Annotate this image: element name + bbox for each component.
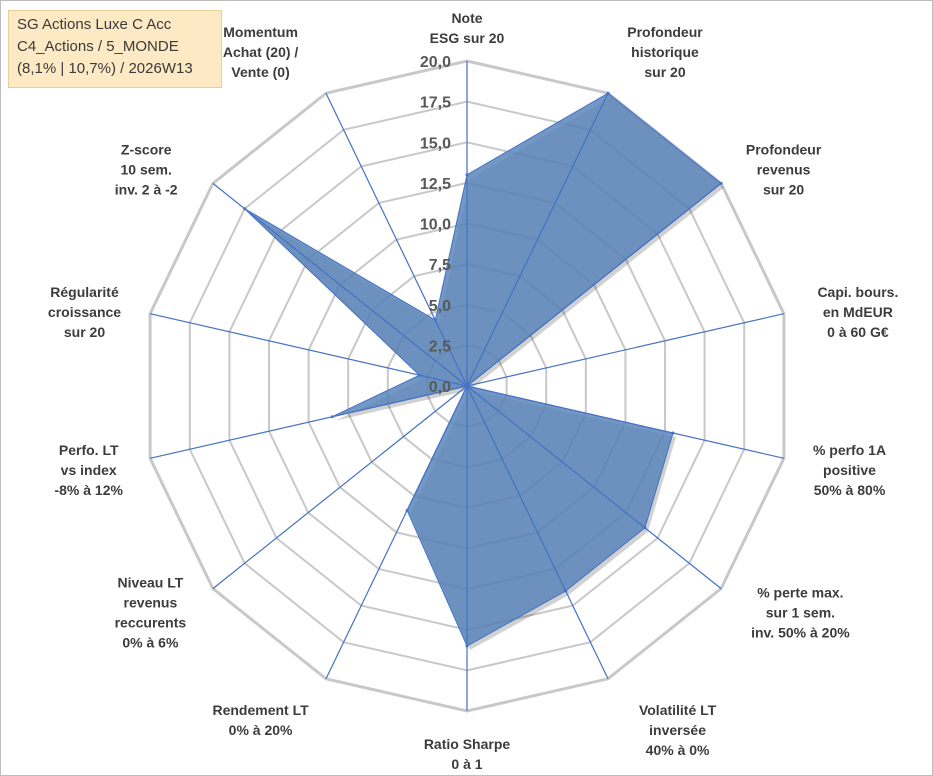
tick-label-8: 20,0 — [420, 54, 451, 71]
spoke-3 — [466, 182, 722, 387]
title-box: SG Actions Luxe C Acc C4_Actions / 5_MON… — [8, 10, 222, 88]
spoke-12 — [149, 313, 468, 387]
tick-label-6: 15,0 — [420, 135, 451, 152]
spoke-4 — [466, 313, 785, 387]
fund-period: (8,1% | 10,7%) / 2026W13 — [17, 60, 193, 77]
axis-label-9: Rendement LT 0% à 20% — [212, 702, 309, 738]
axis-label-4: Capi. bours. en MdEUR 0 à 60 G€ — [817, 284, 898, 340]
fund-category: C4_Actions / 5_MONDE — [17, 38, 179, 55]
axis-label-14: Momentum Achat (20) / Vente (0) — [223, 24, 299, 80]
data-point-10 — [465, 384, 469, 388]
spoke-7 — [466, 385, 609, 680]
fund-name: SG Actions Luxe C Acc — [17, 16, 172, 33]
data-point-8 — [465, 644, 469, 648]
data-point-9 — [405, 508, 409, 512]
data-point-2 — [606, 91, 610, 95]
spoke-5 — [466, 385, 785, 459]
axis-label-12: Régularité croissance sur 20 — [48, 284, 121, 340]
axis-label-8: Ratio Sharpe 0 à 1 — [424, 736, 511, 772]
axis-label-1: Note ESG sur 20 — [430, 10, 505, 46]
spoke-13 — [212, 182, 468, 387]
data-point-3 — [719, 181, 723, 185]
axis-label-2: Profondeur historique sur 20 — [627, 24, 703, 80]
series-area — [244, 92, 722, 647]
spoke-11 — [149, 385, 468, 459]
spoke-14 — [325, 92, 468, 387]
data-point-13 — [243, 207, 247, 211]
tick-label-1: 2,5 — [429, 338, 451, 355]
data-point-1 — [465, 173, 469, 177]
axis-label-6: % perte max. sur 1 sem. inv. 50% à 20% — [751, 584, 850, 640]
spoke-6 — [466, 385, 722, 590]
tick-label-4: 10,0 — [420, 217, 451, 234]
spoke-2 — [466, 92, 609, 387]
axis-label-7: Volatilité LT inversée 40% à 0% — [639, 702, 717, 758]
tick-label-5: 12,5 — [420, 176, 451, 193]
data-point-11 — [330, 415, 334, 419]
data-point-6 — [643, 526, 647, 530]
axis-label-10: Niveau LT revenus reccurents 0% à 6% — [115, 574, 187, 650]
tick-label-7: 17,5 — [420, 95, 451, 112]
data-point-7 — [564, 589, 568, 593]
data-point-5 — [671, 431, 675, 435]
axis-label-5: % perfo 1A positive 50% à 80% — [813, 442, 886, 498]
data-point-14 — [433, 318, 437, 322]
spoke-9 — [325, 385, 468, 680]
axis-label-11: Perfo. LT vs index -8% à 12% — [54, 442, 123, 498]
data-point-12 — [418, 373, 421, 377]
tick-label-0: 0,0 — [429, 379, 451, 396]
axis-label-13: Z-score 10 sem. inv. 2 à -2 — [115, 142, 178, 198]
tick-label-2: 5,0 — [429, 298, 451, 315]
tick-label-3: 7,5 — [429, 257, 451, 274]
axis-label-3: Profondeur revenus sur 20 — [746, 142, 822, 198]
spoke-10 — [212, 385, 468, 590]
